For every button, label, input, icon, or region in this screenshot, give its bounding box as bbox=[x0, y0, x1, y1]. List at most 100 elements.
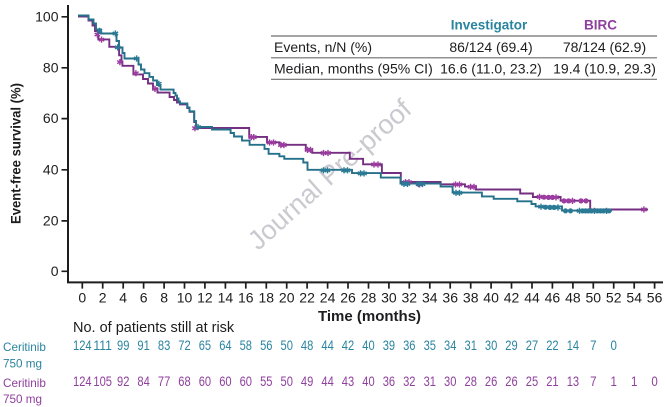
svg-text:Ceritinib: Ceritinib bbox=[3, 341, 46, 354]
svg-text:19.4 (10.9, 29.3): 19.4 (10.9, 29.3) bbox=[553, 61, 656, 77]
svg-text:Events, n/N (%): Events, n/N (%) bbox=[274, 39, 372, 55]
svg-text:35: 35 bbox=[424, 338, 436, 353]
svg-text:99: 99 bbox=[117, 338, 129, 353]
svg-text:111: 111 bbox=[93, 338, 112, 353]
svg-text:27: 27 bbox=[526, 338, 538, 353]
svg-text:49: 49 bbox=[301, 374, 313, 389]
svg-text:36: 36 bbox=[442, 290, 458, 306]
svg-text:0: 0 bbox=[51, 263, 59, 279]
svg-text:2: 2 bbox=[99, 290, 107, 306]
svg-text:Event-free survival (%): Event-free survival (%) bbox=[8, 83, 24, 224]
svg-text:Ceritinib: Ceritinib bbox=[3, 377, 46, 390]
svg-text:68: 68 bbox=[178, 374, 190, 389]
svg-text:40: 40 bbox=[483, 290, 499, 306]
svg-text:30: 30 bbox=[444, 374, 456, 389]
svg-text:60: 60 bbox=[199, 374, 211, 389]
svg-text:65: 65 bbox=[199, 338, 211, 353]
svg-text:13: 13 bbox=[567, 374, 579, 389]
svg-text:7: 7 bbox=[590, 338, 596, 353]
svg-text:750 mg: 750 mg bbox=[3, 393, 42, 406]
svg-text:55: 55 bbox=[260, 374, 272, 389]
svg-text:31: 31 bbox=[424, 374, 436, 389]
svg-text:60: 60 bbox=[219, 374, 231, 389]
svg-text:20: 20 bbox=[279, 290, 295, 306]
svg-text:28: 28 bbox=[361, 290, 377, 306]
svg-text:43: 43 bbox=[342, 374, 354, 389]
svg-text:50: 50 bbox=[281, 338, 293, 353]
svg-text:Median, months (95% CI): Median, months (95% CI) bbox=[274, 61, 433, 77]
svg-text:40: 40 bbox=[362, 374, 374, 389]
svg-text:30: 30 bbox=[485, 338, 497, 353]
svg-text:77: 77 bbox=[158, 374, 170, 389]
svg-text:44: 44 bbox=[524, 290, 540, 306]
svg-text:105: 105 bbox=[93, 374, 112, 389]
svg-text:40: 40 bbox=[362, 338, 374, 353]
svg-text:44: 44 bbox=[321, 374, 334, 389]
svg-text:92: 92 bbox=[117, 374, 129, 389]
svg-text:Journal Pre-proof: Journal Pre-proof bbox=[242, 93, 417, 255]
svg-text:26: 26 bbox=[485, 374, 497, 389]
svg-text:22: 22 bbox=[546, 338, 558, 353]
svg-text:24: 24 bbox=[320, 290, 336, 306]
svg-text:78/124 (62.9): 78/124 (62.9) bbox=[563, 39, 646, 55]
svg-text:Investigator: Investigator bbox=[451, 17, 528, 32]
svg-text:Time (months): Time (months) bbox=[318, 308, 421, 325]
svg-text:32: 32 bbox=[403, 374, 415, 389]
svg-text:21: 21 bbox=[546, 374, 558, 389]
svg-text:6: 6 bbox=[140, 290, 148, 306]
svg-text:1: 1 bbox=[631, 374, 637, 389]
svg-text:34: 34 bbox=[444, 338, 457, 353]
svg-text:39: 39 bbox=[383, 338, 395, 353]
svg-text:7: 7 bbox=[590, 374, 596, 389]
svg-text:54: 54 bbox=[626, 290, 642, 306]
svg-text:56: 56 bbox=[647, 290, 663, 306]
svg-text:50: 50 bbox=[586, 290, 602, 306]
svg-text:100: 100 bbox=[35, 8, 59, 24]
svg-text:36: 36 bbox=[403, 338, 415, 353]
svg-text:83: 83 bbox=[158, 338, 170, 353]
svg-text:48: 48 bbox=[565, 290, 581, 306]
svg-text:0: 0 bbox=[651, 374, 657, 389]
svg-text:26: 26 bbox=[505, 374, 517, 389]
svg-text:40: 40 bbox=[43, 161, 59, 177]
svg-text:14: 14 bbox=[567, 338, 580, 353]
svg-text:4: 4 bbox=[119, 290, 127, 306]
svg-text:84: 84 bbox=[137, 374, 150, 389]
svg-text:0: 0 bbox=[611, 338, 617, 353]
svg-text:18: 18 bbox=[259, 290, 275, 306]
svg-text:1: 1 bbox=[611, 374, 617, 389]
svg-text:42: 42 bbox=[342, 338, 354, 353]
svg-text:58: 58 bbox=[240, 338, 252, 353]
svg-text:10: 10 bbox=[177, 290, 193, 306]
svg-text:29: 29 bbox=[505, 338, 517, 353]
svg-text:56: 56 bbox=[260, 338, 272, 353]
svg-text:14: 14 bbox=[218, 290, 234, 306]
svg-text:72: 72 bbox=[178, 338, 190, 353]
svg-text:50: 50 bbox=[281, 374, 293, 389]
svg-text:36: 36 bbox=[383, 374, 395, 389]
svg-text:80: 80 bbox=[43, 59, 59, 75]
svg-text:32: 32 bbox=[402, 290, 418, 306]
svg-text:64: 64 bbox=[219, 338, 232, 353]
svg-text:48: 48 bbox=[301, 338, 313, 353]
svg-text:8: 8 bbox=[160, 290, 168, 306]
svg-text:0: 0 bbox=[78, 290, 86, 306]
svg-text:28: 28 bbox=[465, 374, 477, 389]
svg-text:20: 20 bbox=[43, 213, 59, 229]
svg-text:38: 38 bbox=[463, 290, 479, 306]
svg-text:26: 26 bbox=[340, 290, 356, 306]
svg-text:60: 60 bbox=[240, 374, 252, 389]
svg-text:46: 46 bbox=[545, 290, 561, 306]
svg-text:22: 22 bbox=[299, 290, 315, 306]
svg-text:91: 91 bbox=[137, 338, 149, 353]
svg-text:25: 25 bbox=[526, 374, 538, 389]
svg-text:52: 52 bbox=[606, 290, 622, 306]
svg-text:42: 42 bbox=[504, 290, 520, 306]
svg-text:16.6 (11.0, 23.2): 16.6 (11.0, 23.2) bbox=[440, 61, 542, 77]
svg-text:No. of patients still at risk: No. of patients still at risk bbox=[73, 320, 235, 336]
svg-text:30: 30 bbox=[381, 290, 397, 306]
svg-text:12: 12 bbox=[197, 290, 213, 306]
svg-text:86/124 (69.4): 86/124 (69.4) bbox=[449, 39, 532, 55]
svg-text:16: 16 bbox=[238, 290, 254, 306]
svg-text:34: 34 bbox=[422, 290, 438, 306]
